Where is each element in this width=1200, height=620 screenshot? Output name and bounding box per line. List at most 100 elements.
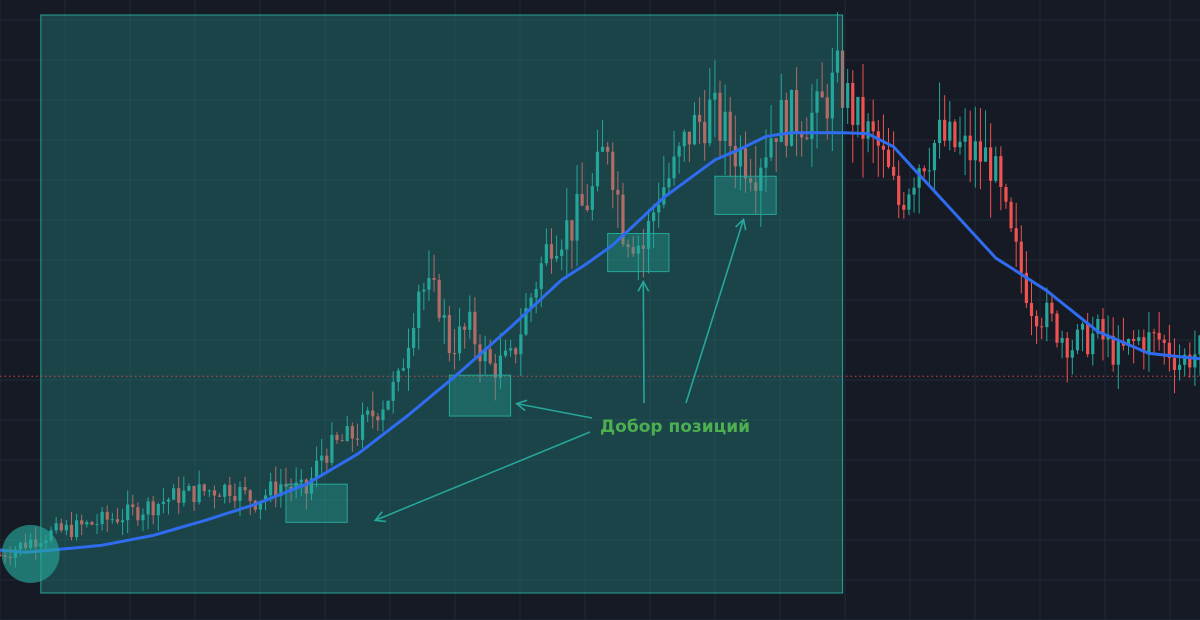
candle-body: [718, 92, 722, 141]
candle-body: [509, 348, 513, 351]
candle-body: [606, 146, 610, 152]
candle-body: [1101, 318, 1105, 340]
candle-body: [69, 524, 74, 538]
candle-body: [907, 194, 911, 210]
candle-body: [830, 72, 834, 119]
candle-body: [1116, 341, 1120, 365]
candle-body: [1091, 333, 1095, 355]
candle-body: [309, 478, 314, 494]
candle-body: [54, 523, 58, 531]
candle-body: [657, 204, 661, 213]
candle-body: [871, 121, 875, 132]
candle-body: [978, 141, 983, 162]
candle-body: [733, 145, 737, 167]
candle-body: [539, 263, 543, 290]
candle-body: [59, 523, 63, 531]
candle-body: [570, 220, 574, 241]
candle-body: [463, 326, 467, 330]
candle-body: [126, 504, 130, 521]
candle-body: [932, 142, 937, 171]
start-marker: [1, 524, 60, 583]
candle-body: [631, 246, 635, 254]
candle-body: [100, 511, 104, 525]
candle-body: [912, 187, 916, 195]
candle-body: [703, 121, 707, 144]
candle-body: [1050, 302, 1054, 314]
candle-body: [1137, 337, 1141, 341]
candle-body: [1142, 337, 1146, 353]
candle-body: [228, 484, 232, 496]
candle-body: [805, 137, 809, 139]
candle-body: [789, 89, 794, 146]
candle-body: [1045, 302, 1049, 328]
candle-body: [749, 178, 753, 183]
candle-body: [861, 96, 865, 139]
candle-body: [1060, 338, 1064, 343]
candle-body: [856, 96, 860, 125]
candle-body: [1034, 316, 1039, 327]
candle-body: [560, 249, 564, 256]
candle-body: [927, 170, 931, 172]
candle-body: [534, 289, 538, 298]
candle-body: [963, 135, 967, 142]
candle-body: [447, 315, 451, 354]
candle-body: [1188, 354, 1192, 368]
candle-body: [258, 501, 263, 510]
candle-body: [1193, 354, 1197, 368]
candle-body: [953, 121, 957, 148]
candle-body: [549, 244, 554, 259]
candle-body: [427, 277, 431, 290]
candle-body: [243, 486, 247, 491]
candle-body: [238, 486, 242, 501]
candle-body: [483, 349, 487, 362]
candle-body: [672, 156, 676, 179]
candle-body: [968, 135, 972, 161]
candle-body: [452, 353, 457, 355]
candle-body: [948, 121, 952, 141]
candle-body: [1014, 228, 1018, 242]
candle-body: [371, 410, 375, 417]
candle-body: [90, 522, 94, 525]
candle-body: [1075, 329, 1080, 351]
candle-body: [422, 289, 426, 292]
candle-body: [519, 334, 523, 355]
candle-body: [897, 175, 901, 205]
candle-body: [248, 490, 252, 501]
candle-body: [417, 291, 421, 328]
candle-body: [212, 490, 217, 496]
candle-body: [406, 347, 411, 369]
candle-body: [692, 114, 697, 145]
candle-body: [172, 488, 176, 500]
candle-body: [192, 486, 196, 503]
candle-body: [779, 100, 783, 142]
candle-body: [442, 315, 446, 318]
candle-body: [330, 434, 334, 463]
candle-body: [514, 348, 518, 355]
candle-body: [723, 111, 727, 141]
candle-body: [498, 355, 503, 378]
candle-body: [784, 100, 788, 146]
candle-body: [565, 220, 569, 250]
candle-body: [146, 501, 150, 515]
annotation-arrow-line: [642, 281, 645, 404]
candle-body: [432, 277, 436, 280]
candle-body: [902, 204, 906, 210]
candle-body: [529, 297, 533, 309]
candle-body: [652, 212, 656, 222]
candle-body: [74, 520, 79, 538]
candle-body: [1111, 335, 1115, 365]
candle-body: [1019, 241, 1023, 273]
candle-body: [279, 484, 283, 497]
candle-body: [922, 168, 926, 172]
candle-body: [1024, 272, 1028, 304]
candle-body: [166, 499, 171, 502]
candle-body: [1070, 350, 1074, 358]
candle-body: [759, 167, 763, 191]
candle-body: [207, 490, 211, 492]
candle-body: [846, 82, 850, 108]
candle-body: [835, 50, 840, 73]
candle-body: [1086, 323, 1090, 355]
candle-body: [810, 112, 814, 139]
candle-body: [1177, 364, 1182, 370]
candle-body: [120, 520, 125, 523]
